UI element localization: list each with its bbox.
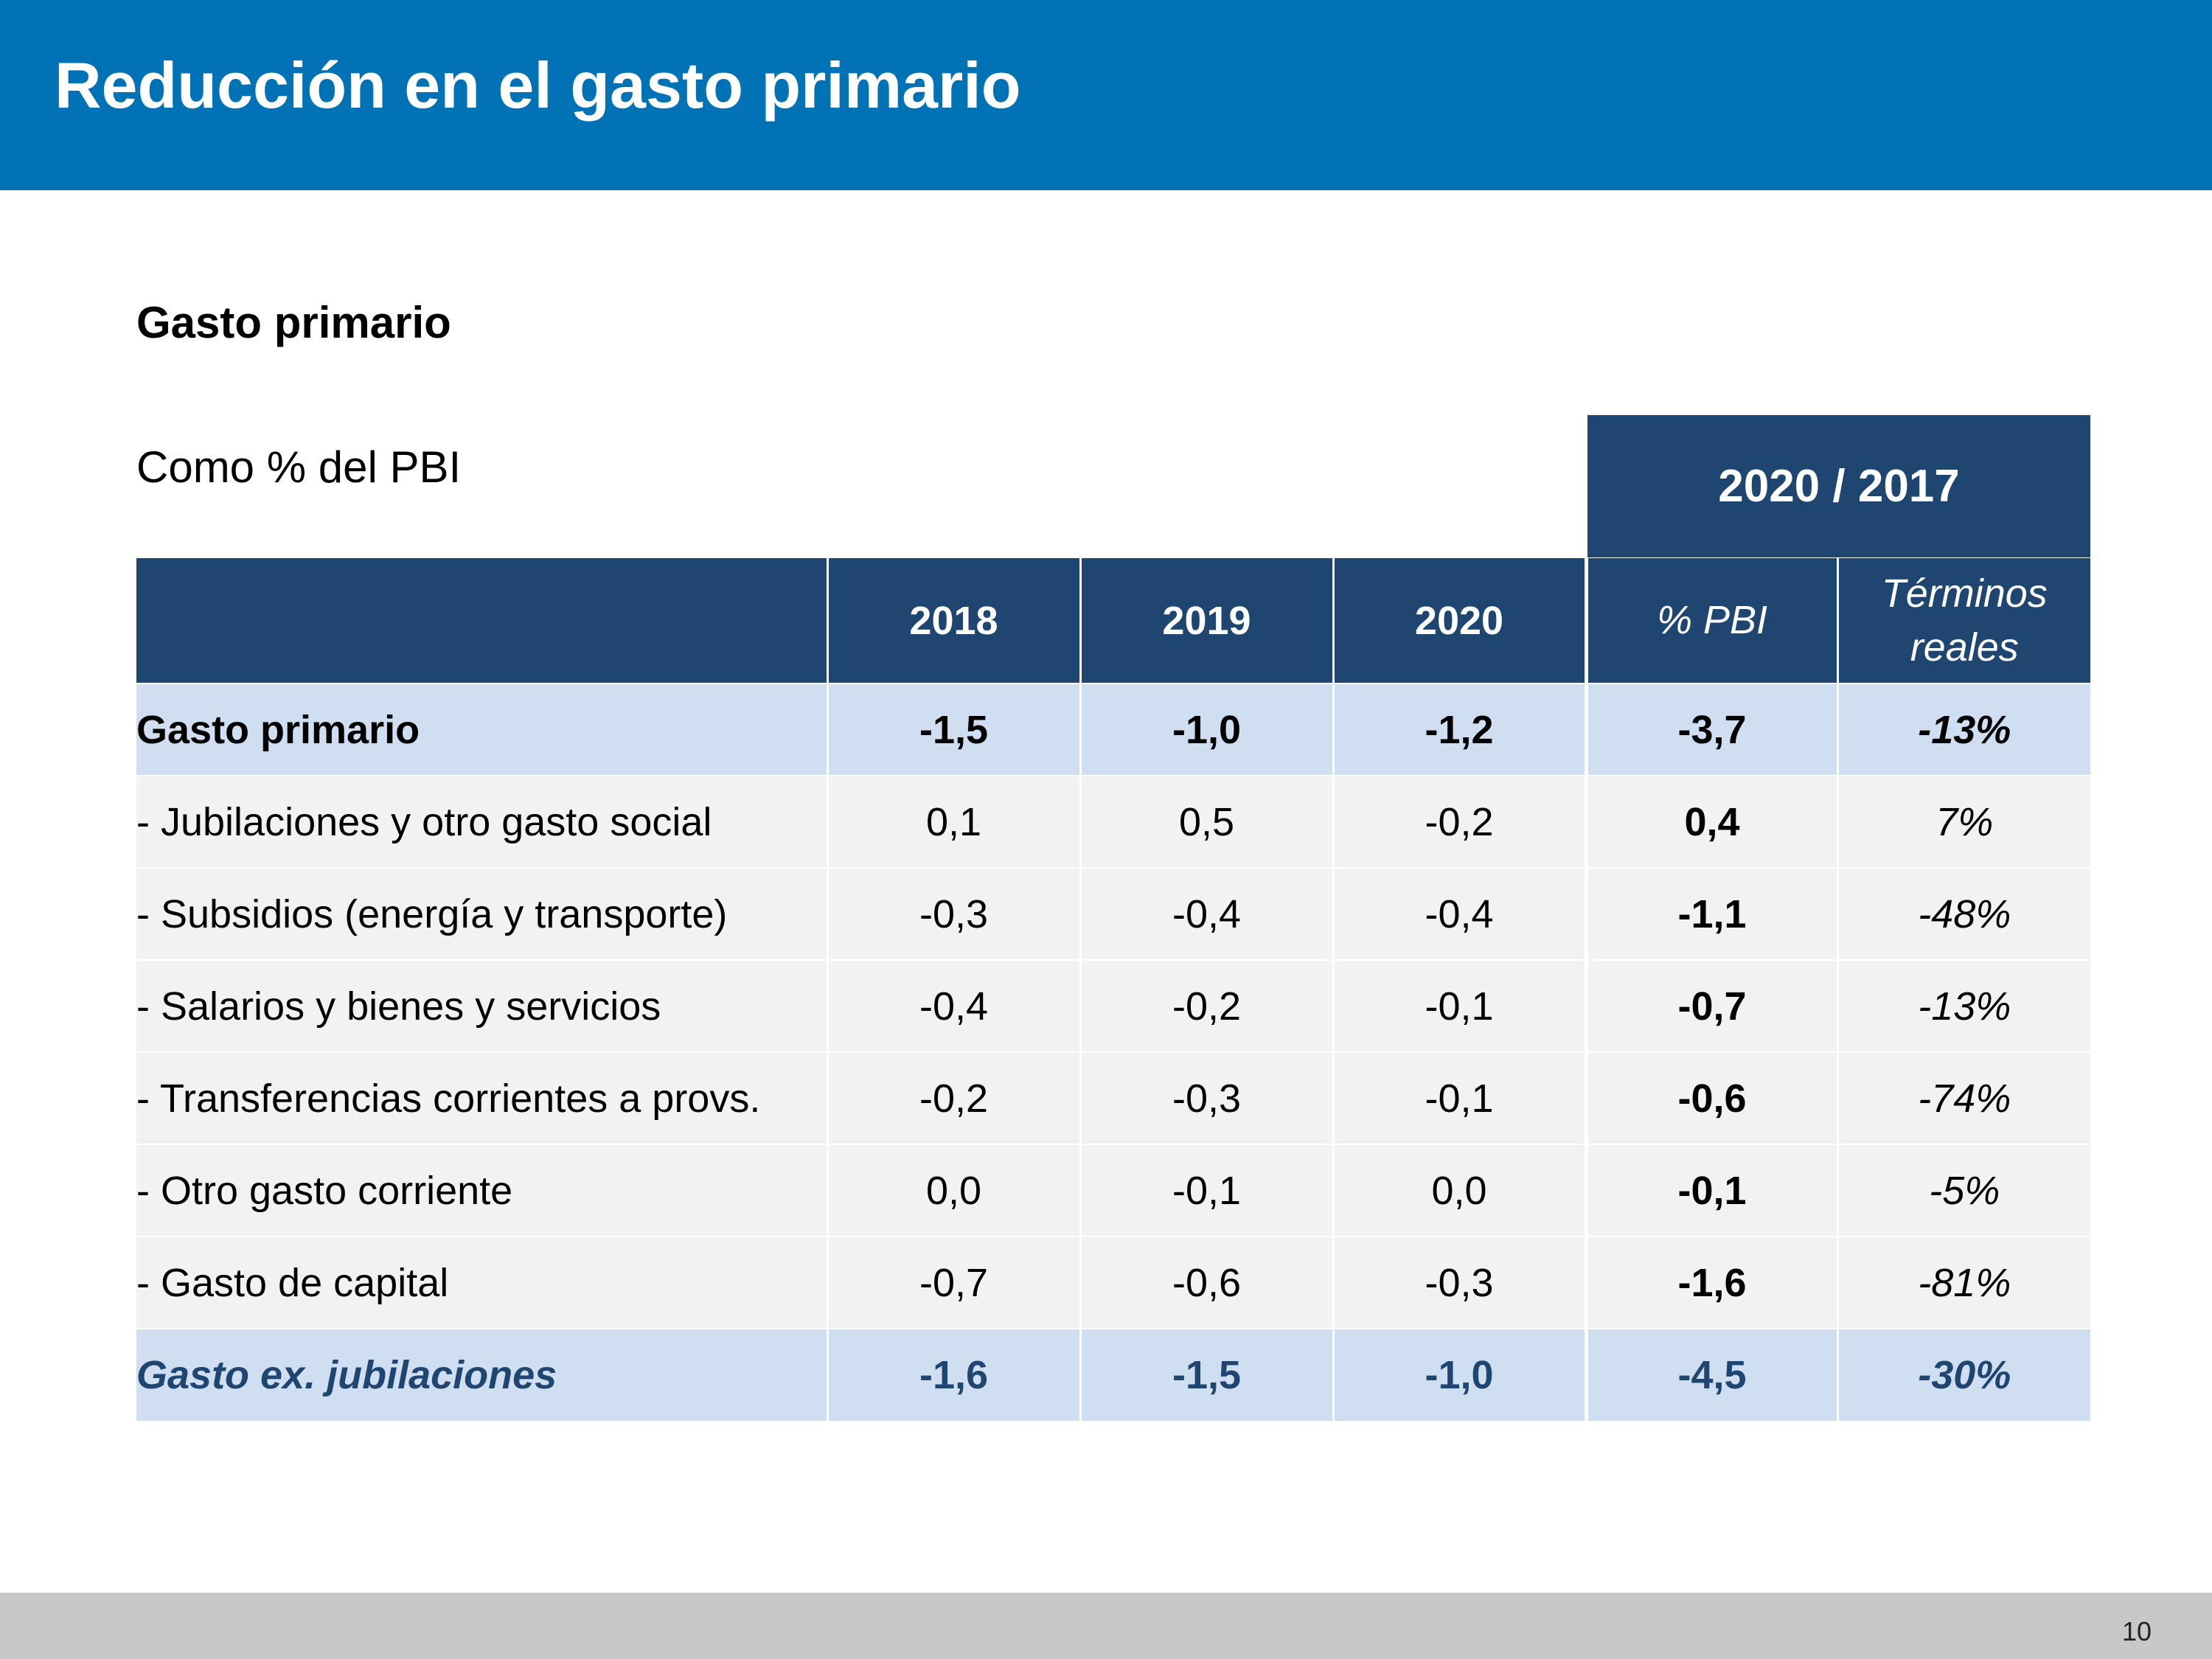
cell-terminos-reales: -13% [1836, 684, 2090, 776]
cell-terminos-reales: -81% [1836, 1237, 2090, 1329]
cell-terminos-reales: -5% [1836, 1144, 2090, 1237]
table-row: Gasto ex. jubilaciones -1,6 -1,5 -1,0 -4… [136, 1329, 2090, 1421]
header-cell-label [136, 558, 827, 684]
cell-2020: -1,0 [1332, 1329, 1586, 1421]
cell-terminos-reales: -48% [1836, 868, 2090, 960]
row-label: - Gasto de capital [136, 1237, 827, 1329]
cell-2020: -0,4 [1332, 868, 1586, 960]
table-header-row: 2018 2019 2020 % PBI Términos reales [136, 558, 2090, 684]
cell-pbi: -4,5 [1584, 1329, 1837, 1421]
cell-2019: -1,5 [1079, 1329, 1333, 1421]
header-cell-2018: 2018 [826, 558, 1080, 684]
cell-terminos-reales: -30% [1836, 1329, 2090, 1421]
cell-terminos-reales: -13% [1836, 960, 2090, 1052]
cell-2019: -0,1 [1079, 1144, 1333, 1237]
footer-bar [0, 1593, 2212, 1659]
cell-2019: -0,4 [1079, 868, 1333, 960]
cell-2020: -0,1 [1332, 1052, 1586, 1144]
cell-pbi: -1,6 [1584, 1237, 1837, 1329]
row-label: - Subsidios (energía y transporte) [136, 868, 827, 960]
title-bar: Reducción en el gasto primario [0, 0, 2212, 190]
cell-pbi: -0,1 [1584, 1144, 1837, 1237]
table-row: - Gasto de capital -0,7 -0,6 -0,3 -1,6 -… [136, 1237, 2090, 1329]
cell-2019: -1,0 [1079, 684, 1333, 776]
cell-terminos-reales: 7% [1836, 776, 2090, 868]
cell-2020: 0,0 [1332, 1144, 1586, 1237]
table-row: - Subsidios (energía y transporte) -0,3 … [136, 868, 2090, 960]
header-cell-2019: 2019 [1079, 558, 1333, 684]
cell-2020: -0,3 [1332, 1237, 1586, 1329]
row-label: - Salarios y bienes y servicios [136, 960, 827, 1052]
header-cell-pbi: % PBI [1584, 558, 1837, 684]
cell-pbi: -1,1 [1584, 868, 1837, 960]
cell-2018: -0,7 [826, 1237, 1080, 1329]
cell-2020: -0,1 [1332, 960, 1586, 1052]
table-row: - Salarios y bienes y servicios -0,4 -0,… [136, 960, 2090, 1052]
cell-pbi: 0,4 [1584, 776, 1837, 868]
page-number: 10 [2121, 1616, 2152, 1646]
table-row: - Otro gasto corriente 0,0 -0,1 0,0 -0,1… [136, 1144, 2090, 1237]
row-label: - Transferencias corrientes a provs. [136, 1052, 827, 1144]
section-heading: Gasto primario [136, 298, 451, 347]
cell-2019: -0,2 [1079, 960, 1333, 1052]
cell-pbi: -0,7 [1584, 960, 1837, 1052]
cell-2018: -0,2 [826, 1052, 1080, 1144]
row-label: - Otro gasto corriente [136, 1144, 827, 1237]
cell-2018: -1,6 [826, 1329, 1080, 1421]
row-label: Gasto primario [136, 684, 827, 776]
cell-2018: 0,0 [826, 1144, 1080, 1237]
table-row: Gasto primario -1,5 -1,0 -1,2 -3,7 -13% [136, 684, 2090, 776]
slide-title: Reducción en el gasto primario [55, 49, 1021, 122]
cell-2020: -1,2 [1332, 684, 1586, 776]
row-label: Gasto ex. jubilaciones [136, 1329, 827, 1421]
cell-2018: 0,1 [826, 776, 1080, 868]
header-text-terminos-reales: Términos reales [1881, 571, 2048, 669]
cell-2019: -0,3 [1079, 1052, 1333, 1144]
cell-terminos-reales: -74% [1836, 1052, 2090, 1144]
header-cell-2020: 2020 [1332, 558, 1586, 684]
group-header-2020-2017: 2020 / 2017 [1587, 415, 2090, 557]
table-row: - Jubilaciones y otro gasto social 0,1 0… [136, 776, 2090, 868]
cell-2018: -0,3 [826, 868, 1080, 960]
units-label: Como % del PBI [136, 442, 462, 492]
cell-2019: -0,6 [1079, 1237, 1333, 1329]
data-table: 2018 2019 2020 % PBI Términos reales Gas… [136, 558, 2090, 1421]
row-label: - Jubilaciones y otro gasto social [136, 776, 827, 868]
header-cell-terminos-reales: Términos reales [1836, 558, 2090, 684]
cell-2019: 0,5 [1079, 776, 1333, 868]
cell-2020: -0,2 [1332, 776, 1586, 868]
cell-2018: -1,5 [826, 684, 1080, 776]
cell-pbi: -3,7 [1584, 684, 1837, 776]
table-row: - Transferencias corrientes a provs. -0,… [136, 1052, 2090, 1144]
cell-2018: -0,4 [826, 960, 1080, 1052]
cell-pbi: -0,6 [1584, 1052, 1837, 1144]
